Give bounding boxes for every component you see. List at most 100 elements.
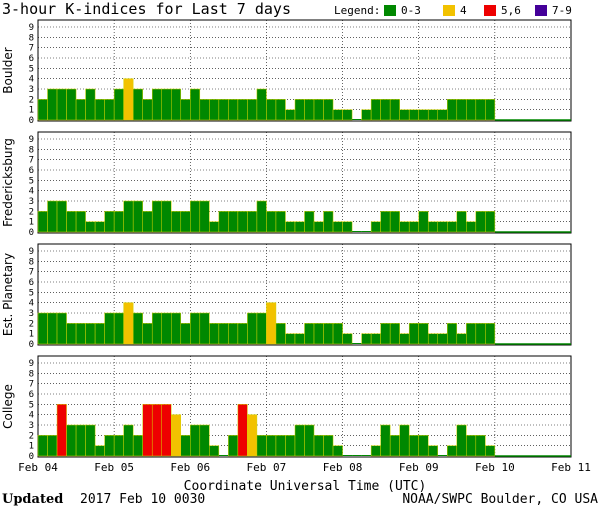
k-index-bar [180, 323, 191, 345]
k-index-bar [199, 424, 210, 457]
k-index-bar [104, 312, 115, 345]
y-tick-label: 7 [29, 156, 34, 166]
k-index-bar [485, 323, 496, 345]
k-index-bar [323, 211, 334, 233]
k-index-bar [209, 99, 220, 121]
k-index-bar [466, 99, 477, 121]
k-index-bar [85, 323, 96, 345]
k-index-bar [332, 323, 343, 345]
y-tick-label: 5 [29, 400, 34, 410]
x-axis: Feb 04 Feb 05 Feb 06 Feb 07 Feb 08 Feb 09 Feb … [18, 461, 591, 474]
k-index-bar [447, 323, 458, 345]
k-index-bar [123, 302, 134, 345]
k-index-bar [190, 424, 201, 457]
k-index-bar [485, 99, 496, 121]
k-index-bar [209, 323, 220, 345]
k-index-bar [37, 99, 48, 121]
k-index-bar [123, 200, 134, 233]
x-tick-label: Feb 08 [323, 461, 363, 474]
k-index-bar [161, 404, 172, 457]
x-axis-label: Coordinate Universal Time (UTC) [184, 479, 427, 494]
k-index-bar [237, 404, 248, 457]
y-tick-label: 7 [29, 44, 34, 54]
y-tick-label: 6 [29, 278, 34, 288]
k-index-bar [75, 211, 86, 233]
k-index-bar [456, 333, 467, 345]
x-tick-label: Feb 07 [247, 461, 287, 474]
k-index-bar [437, 455, 448, 456]
y-tick-label: 7 [29, 380, 34, 390]
y-tick-label: 0 [29, 340, 34, 350]
k-index-bar [304, 323, 315, 345]
y-tick-label: 5 [29, 176, 34, 186]
y-tick-label: 0 [29, 228, 34, 238]
y-tick-label: 1 [29, 218, 34, 228]
legend-entry-label: 4 [460, 4, 467, 17]
k-index-bar [142, 404, 153, 457]
k-index-bar [352, 343, 362, 344]
k-index-bar [113, 312, 124, 345]
k-index-bar [266, 211, 277, 233]
k-index-bar [47, 200, 58, 233]
k-index-bar [380, 99, 391, 121]
k-index-bar [66, 424, 77, 457]
y-tick-label: 2 [29, 207, 34, 217]
k-index-bar [275, 211, 286, 233]
k-index-bar [180, 211, 191, 233]
source-credit: NOAA/SWPC Boulder, CO USA [402, 492, 598, 507]
k-index-bar [247, 414, 258, 457]
k-index-bar [399, 424, 410, 457]
k-index-bar [389, 211, 400, 233]
k-index-bar [228, 435, 239, 457]
k-index-bar [380, 211, 391, 233]
k-index-bar [370, 221, 381, 233]
k-index-bar [285, 333, 296, 345]
k-index-bar [408, 323, 419, 345]
k-index-bar [171, 211, 182, 233]
k-index-bar [466, 435, 477, 457]
k-index-bar [85, 424, 96, 457]
k-index-bar [180, 99, 191, 121]
legend-entry-label: 0-3 [401, 4, 421, 17]
k-index-bar [151, 88, 162, 121]
k-index-bar [418, 109, 429, 121]
k-index-bar [94, 445, 105, 457]
k-index-bar [199, 99, 210, 121]
k-index-bar [161, 200, 172, 233]
k-index-bar [294, 333, 305, 345]
panel-label: College [1, 384, 15, 429]
k-index-bar [389, 323, 400, 345]
k-index-bar [151, 404, 162, 457]
k-index-bar [475, 99, 486, 121]
k-index-bar [389, 99, 400, 121]
k-index-bar [285, 435, 296, 457]
k-index-bar [151, 200, 162, 233]
k-index-bar [75, 323, 86, 345]
y-tick-label: 4 [29, 299, 34, 309]
y-tick-label: 3 [29, 85, 34, 95]
legend-entry-label: 5,6 [501, 4, 521, 17]
k-index-bar [285, 109, 296, 121]
k-index-bar [361, 333, 372, 345]
k-index-bar [437, 109, 448, 121]
y-tick-label: 1 [29, 330, 34, 340]
k-index-bar [437, 221, 448, 233]
k-index-bar [361, 231, 372, 232]
k-index-bar [342, 221, 353, 233]
k-index-bar [294, 99, 305, 121]
x-tick-label: Feb 09 [399, 461, 439, 474]
k-index-bar [104, 211, 115, 233]
updated-value: 2017 Feb 10 0030 [80, 492, 205, 507]
k-index-bar [399, 333, 410, 345]
k-index-bar [37, 435, 48, 457]
x-tick-label: Feb 06 [170, 461, 210, 474]
k-index-bar [171, 312, 182, 345]
k-index-bar [256, 435, 267, 457]
k-index-bar [389, 435, 400, 457]
k-index-bar [256, 200, 267, 233]
k-index-bar [228, 211, 239, 233]
legend-entry-label: 7-9 [552, 4, 572, 17]
k-index-bar [427, 445, 439, 457]
